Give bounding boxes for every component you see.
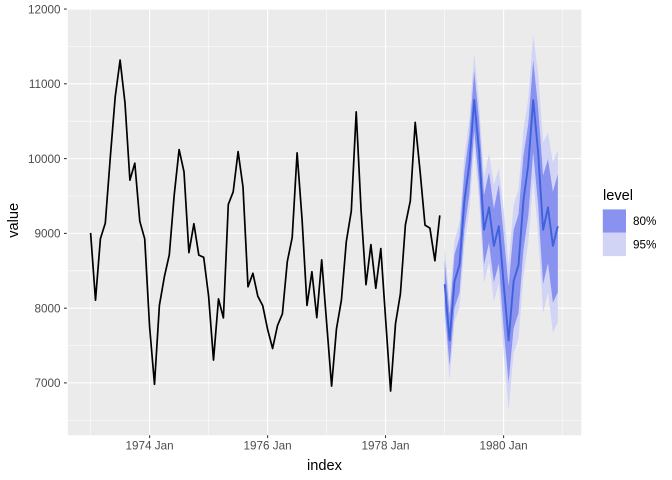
svg-text:7000: 7000 xyxy=(34,377,61,390)
svg-text:value: value xyxy=(6,203,22,238)
svg-text:1980 Jan: 1980 Jan xyxy=(480,440,528,453)
svg-text:95%: 95% xyxy=(633,239,656,252)
svg-text:10000: 10000 xyxy=(28,153,61,166)
svg-text:8000: 8000 xyxy=(34,302,61,315)
svg-text:1974 Jan: 1974 Jan xyxy=(126,440,174,453)
svg-text:12000: 12000 xyxy=(28,3,61,16)
svg-text:1978 Jan: 1978 Jan xyxy=(361,440,409,453)
svg-text:9000: 9000 xyxy=(34,228,61,241)
svg-text:1976 Jan: 1976 Jan xyxy=(244,440,292,453)
svg-text:level: level xyxy=(603,188,633,204)
svg-text:80%: 80% xyxy=(633,215,656,228)
svg-text:index: index xyxy=(307,458,343,474)
svg-text:11000: 11000 xyxy=(29,78,61,91)
